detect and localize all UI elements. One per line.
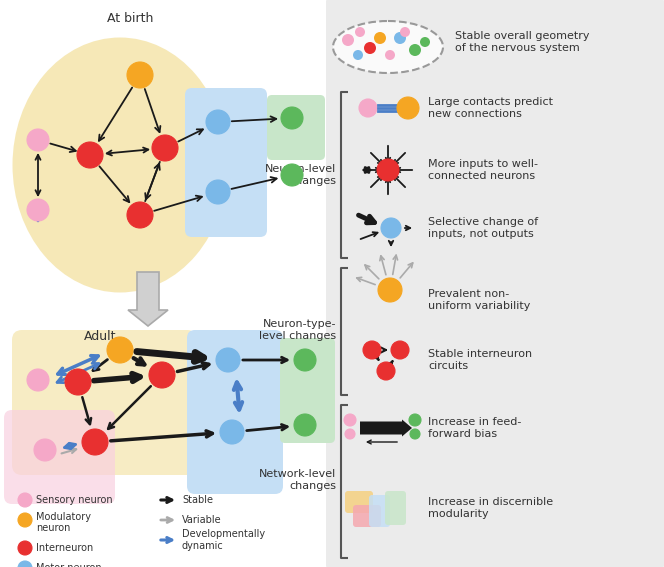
FancyArrow shape (360, 420, 412, 437)
Circle shape (410, 429, 420, 439)
Text: Variable: Variable (182, 515, 222, 525)
Ellipse shape (333, 21, 443, 73)
Text: neuron: neuron (36, 523, 70, 533)
Circle shape (345, 429, 355, 439)
Circle shape (378, 278, 402, 302)
FancyBboxPatch shape (385, 491, 406, 525)
Text: Neuron-type-
level changes: Neuron-type- level changes (259, 319, 336, 341)
FancyBboxPatch shape (267, 95, 325, 160)
Text: Stable interneuron
circuits: Stable interneuron circuits (428, 349, 532, 371)
Circle shape (374, 32, 386, 44)
Circle shape (355, 27, 365, 37)
Text: Sensory neuron: Sensory neuron (36, 495, 113, 505)
FancyBboxPatch shape (353, 505, 381, 527)
Circle shape (216, 348, 240, 372)
Circle shape (364, 42, 376, 54)
Circle shape (18, 493, 32, 507)
Circle shape (206, 110, 230, 134)
Circle shape (27, 369, 49, 391)
FancyBboxPatch shape (12, 330, 197, 475)
Circle shape (409, 414, 421, 426)
Text: Modulatory: Modulatory (36, 512, 91, 522)
Circle shape (152, 135, 178, 161)
FancyBboxPatch shape (280, 338, 335, 443)
Circle shape (344, 414, 356, 426)
Circle shape (294, 349, 316, 371)
Ellipse shape (13, 37, 228, 293)
FancyBboxPatch shape (369, 495, 390, 527)
Circle shape (420, 37, 430, 47)
Text: Adult: Adult (84, 330, 116, 343)
FancyBboxPatch shape (4, 410, 115, 504)
Circle shape (27, 129, 49, 151)
Circle shape (127, 202, 153, 228)
Text: Interneuron: Interneuron (36, 543, 93, 553)
Circle shape (27, 199, 49, 221)
Text: At birth: At birth (107, 12, 153, 25)
Text: Stable: Stable (182, 495, 213, 505)
Circle shape (18, 541, 32, 555)
Text: Selective change of
inputs, not outputs: Selective change of inputs, not outputs (428, 217, 538, 239)
Circle shape (65, 369, 91, 395)
Circle shape (394, 32, 406, 44)
Circle shape (409, 44, 421, 56)
Circle shape (149, 362, 175, 388)
Circle shape (381, 218, 401, 238)
Text: Stable overall geometry
of the nervous system: Stable overall geometry of the nervous s… (455, 31, 590, 53)
FancyBboxPatch shape (185, 88, 267, 237)
Circle shape (281, 107, 303, 129)
Circle shape (220, 420, 244, 444)
FancyBboxPatch shape (187, 330, 283, 494)
Circle shape (294, 414, 316, 436)
Circle shape (77, 142, 103, 168)
Circle shape (363, 341, 381, 359)
Text: Increase in feed-
forward bias: Increase in feed- forward bias (428, 417, 521, 439)
Circle shape (18, 561, 32, 567)
Text: More inputs to well-
connected neurons: More inputs to well- connected neurons (428, 159, 538, 181)
Text: Prevalent non-
uniform variability: Prevalent non- uniform variability (428, 289, 531, 311)
Text: Increase in discernible
modularity: Increase in discernible modularity (428, 497, 553, 519)
Circle shape (391, 341, 409, 359)
Circle shape (353, 50, 363, 60)
FancyBboxPatch shape (326, 0, 664, 567)
Circle shape (400, 27, 410, 37)
Text: Motor neuron: Motor neuron (36, 563, 102, 567)
Circle shape (127, 62, 153, 88)
Circle shape (359, 99, 377, 117)
Text: Network-level
changes: Network-level changes (259, 469, 336, 491)
Text: Neuron-level
changes: Neuron-level changes (265, 164, 336, 186)
Circle shape (385, 50, 395, 60)
Circle shape (342, 34, 354, 46)
FancyArrow shape (128, 272, 168, 326)
Circle shape (107, 337, 133, 363)
Circle shape (34, 439, 56, 461)
Circle shape (377, 159, 399, 181)
Circle shape (206, 180, 230, 204)
FancyBboxPatch shape (345, 491, 373, 513)
Circle shape (397, 97, 419, 119)
Text: Developmentally
dynamic: Developmentally dynamic (182, 529, 265, 551)
Circle shape (281, 164, 303, 186)
Circle shape (377, 362, 395, 380)
Circle shape (18, 513, 32, 527)
Text: Large contacts predict
new connections: Large contacts predict new connections (428, 97, 553, 119)
Circle shape (82, 429, 108, 455)
